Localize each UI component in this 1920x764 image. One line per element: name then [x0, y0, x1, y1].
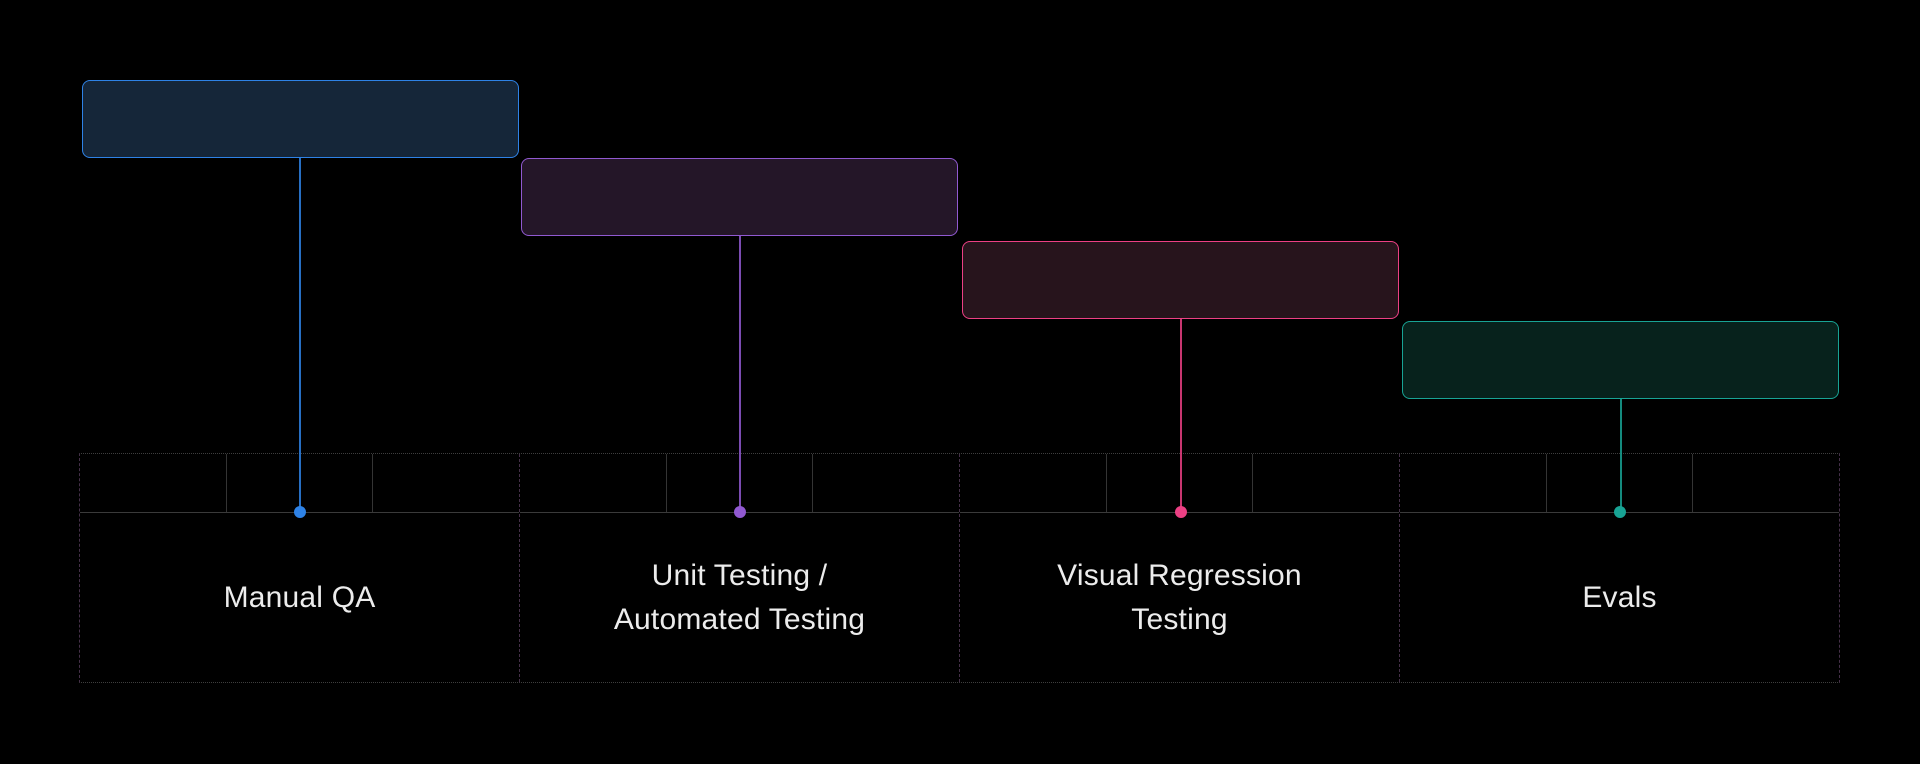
timeline-table: Manual QA Unit Testing / Automated Testi… — [79, 453, 1840, 683]
connector-line-unit-automated-testing — [739, 236, 741, 512]
timeline-marker-dot-evals — [1614, 506, 1626, 518]
ruler-tick-cell — [960, 454, 1106, 512]
phase-label-visual-regression-testing: Visual Regression Testing — [1057, 558, 1302, 636]
phase-box-manual-qa — [82, 80, 519, 158]
timeline-column-unit-automated-testing: Unit Testing / Automated Testing — [519, 454, 959, 682]
phase-box-visual-regression-testing — [962, 241, 1399, 319]
ruler-tick-cell — [372, 454, 519, 512]
timeline-column-visual-regression-testing: Visual Regression Testing — [959, 454, 1399, 682]
ruler-tick-cell — [1105, 454, 1253, 512]
timeline-marker-dot-visual-regression-testing — [1175, 506, 1187, 518]
phase-label-manual-qa: Manual QA — [223, 580, 376, 614]
phase-box-evals — [1402, 321, 1839, 399]
ruler-tick-cell — [665, 454, 813, 512]
ruler-tick-cell — [80, 454, 226, 512]
timeline-column-manual-qa: Manual QA — [80, 454, 519, 682]
ruler-tick-cell — [812, 454, 959, 512]
ruler-tick-cell — [1692, 454, 1839, 512]
phase-box-unit-automated-testing — [521, 158, 958, 236]
ruler-tick-cell — [1252, 454, 1399, 512]
connector-line-evals — [1620, 399, 1622, 512]
timeline-marker-dot-manual-qa — [294, 506, 306, 518]
phase-label-unit-automated-testing: Unit Testing / Automated Testing — [613, 558, 866, 636]
ruler-tick-cell — [1545, 454, 1693, 512]
ruler-tick-cell — [225, 454, 373, 512]
phase-label-evals: Evals — [1582, 580, 1657, 614]
timeline-marker-dot-unit-automated-testing — [734, 506, 746, 518]
connector-line-manual-qa — [299, 158, 301, 512]
ruler-tick-cell — [520, 454, 666, 512]
ruler-tick-cell — [1400, 454, 1546, 512]
timeline-column-evals: Evals — [1399, 454, 1839, 682]
connector-line-visual-regression-testing — [1180, 319, 1182, 512]
